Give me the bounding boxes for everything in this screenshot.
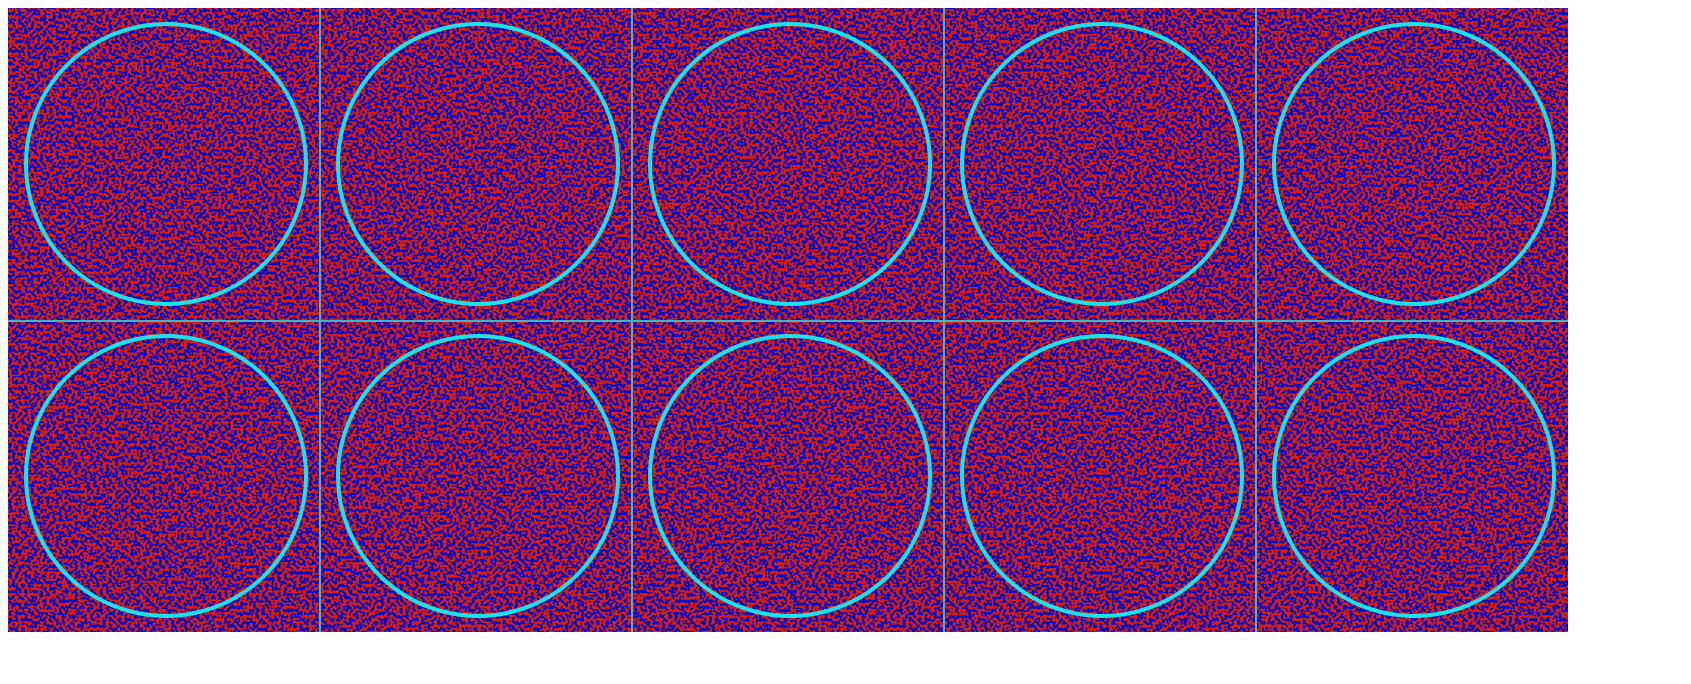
panel-grid (0, 0, 1691, 684)
page: (() => { const data = JSON.parse(documen… (0, 0, 1691, 684)
